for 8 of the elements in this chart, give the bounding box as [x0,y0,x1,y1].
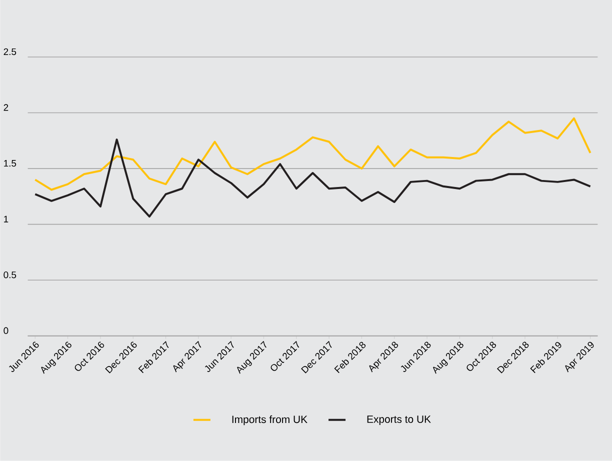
y-tick-label: 1 [4,216,8,222]
y-tick-label: 1.5 [4,160,16,167]
y-tick-label: 0.5 [4,272,16,278]
y-tick-label: 2 [4,104,8,111]
legend-label: Exports to UK [367,416,431,426]
legend-label: Imports from UK [232,415,308,426]
y-tick-label: 0 [4,327,8,334]
y-tick-label: 2.5 [4,48,16,56]
